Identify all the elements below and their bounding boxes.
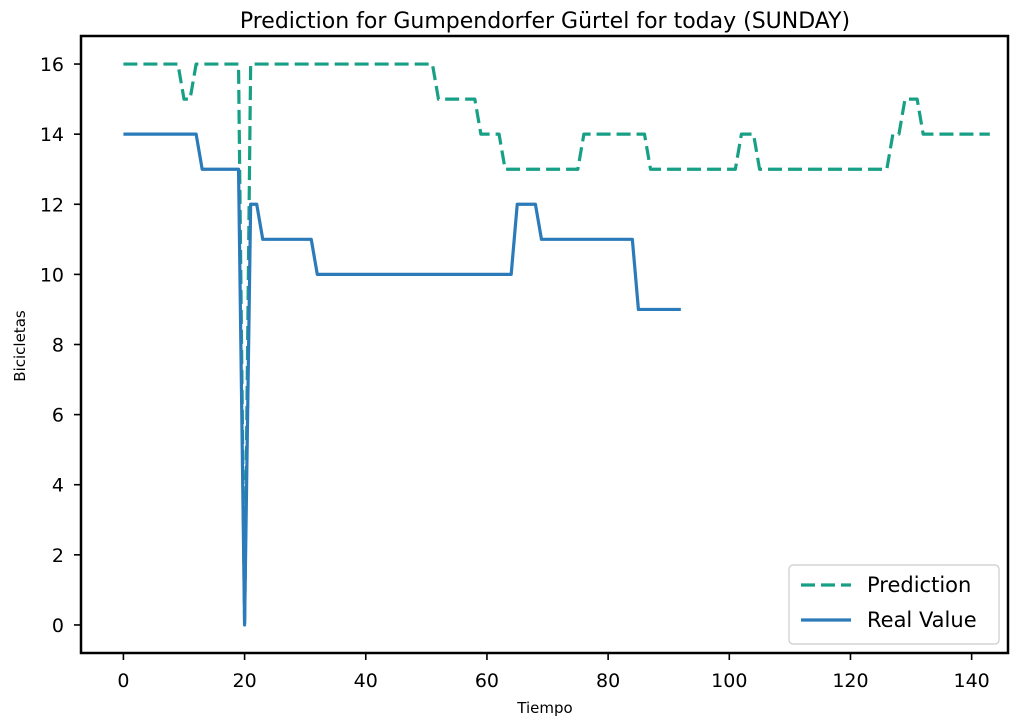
x-tick-label: 100: [711, 670, 747, 692]
y-axis: 0 2 4 6 8 10 12 14 16: [40, 54, 81, 637]
legend-label: Real Value: [867, 608, 977, 632]
y-axis-label: Bicicletas: [11, 310, 29, 382]
x-tick-label: 0: [117, 670, 129, 692]
y-tick-label: 10: [40, 264, 64, 286]
series-line-prediction: [123, 62, 990, 627]
x-tick-label: 20: [232, 670, 256, 692]
y-tick-label: 2: [52, 545, 64, 567]
x-tick-label: 40: [354, 670, 378, 692]
x-axis-label: Tiempo: [516, 699, 572, 717]
y-tick-label: 4: [52, 475, 64, 497]
legend: Prediction Real Value: [788, 564, 1000, 645]
y-tick-label: 14: [40, 124, 64, 146]
x-tick-label: 140: [954, 670, 990, 692]
legend-label: Prediction: [867, 573, 971, 597]
series-line-real-value: [123, 132, 681, 627]
x-tick-label: 60: [475, 670, 499, 692]
y-tick-label: 0: [52, 615, 64, 637]
chart-title: Prediction for Gumpendorfer Gürtel for t…: [240, 9, 850, 34]
plot-frame: [79, 34, 1010, 655]
series-layer: [123, 62, 990, 627]
x-tick-label: 120: [832, 670, 868, 692]
x-axis: 0 20 40 60 80 100 120 140: [117, 653, 990, 692]
y-tick-label: 6: [52, 405, 64, 427]
y-tick-label: 8: [52, 335, 64, 357]
x-tick-label: 80: [596, 670, 620, 692]
y-tick-label: 12: [40, 194, 64, 216]
y-tick-label: 16: [40, 54, 64, 76]
